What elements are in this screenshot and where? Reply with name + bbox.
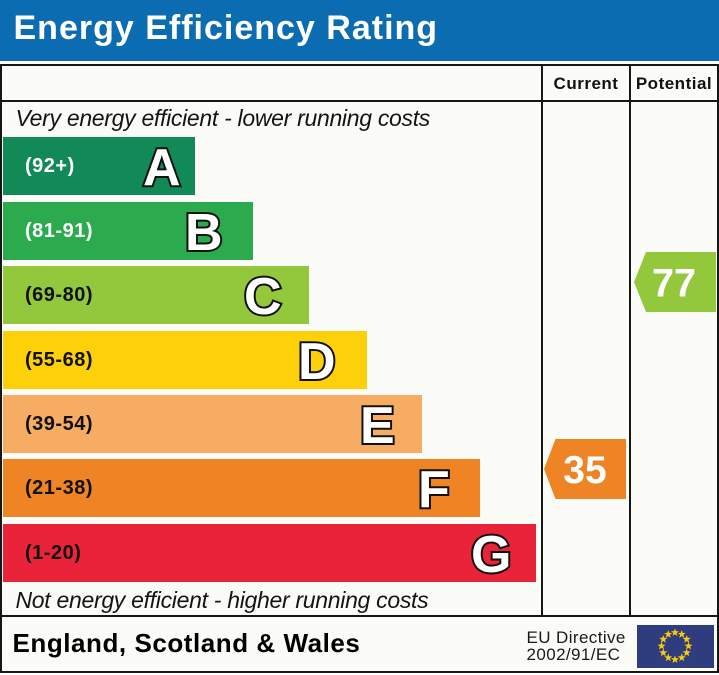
svg-text:D: D bbox=[298, 333, 336, 391]
svg-text:E: E bbox=[360, 397, 395, 455]
svg-text:C: C bbox=[244, 268, 282, 326]
svg-text:G: G bbox=[471, 526, 511, 584]
svg-text:F: F bbox=[418, 461, 450, 519]
svg-text:A: A bbox=[143, 139, 181, 197]
svg-text:77: 77 bbox=[652, 262, 696, 306]
svg-text:B: B bbox=[185, 204, 223, 262]
svg-text:35: 35 bbox=[563, 449, 606, 492]
